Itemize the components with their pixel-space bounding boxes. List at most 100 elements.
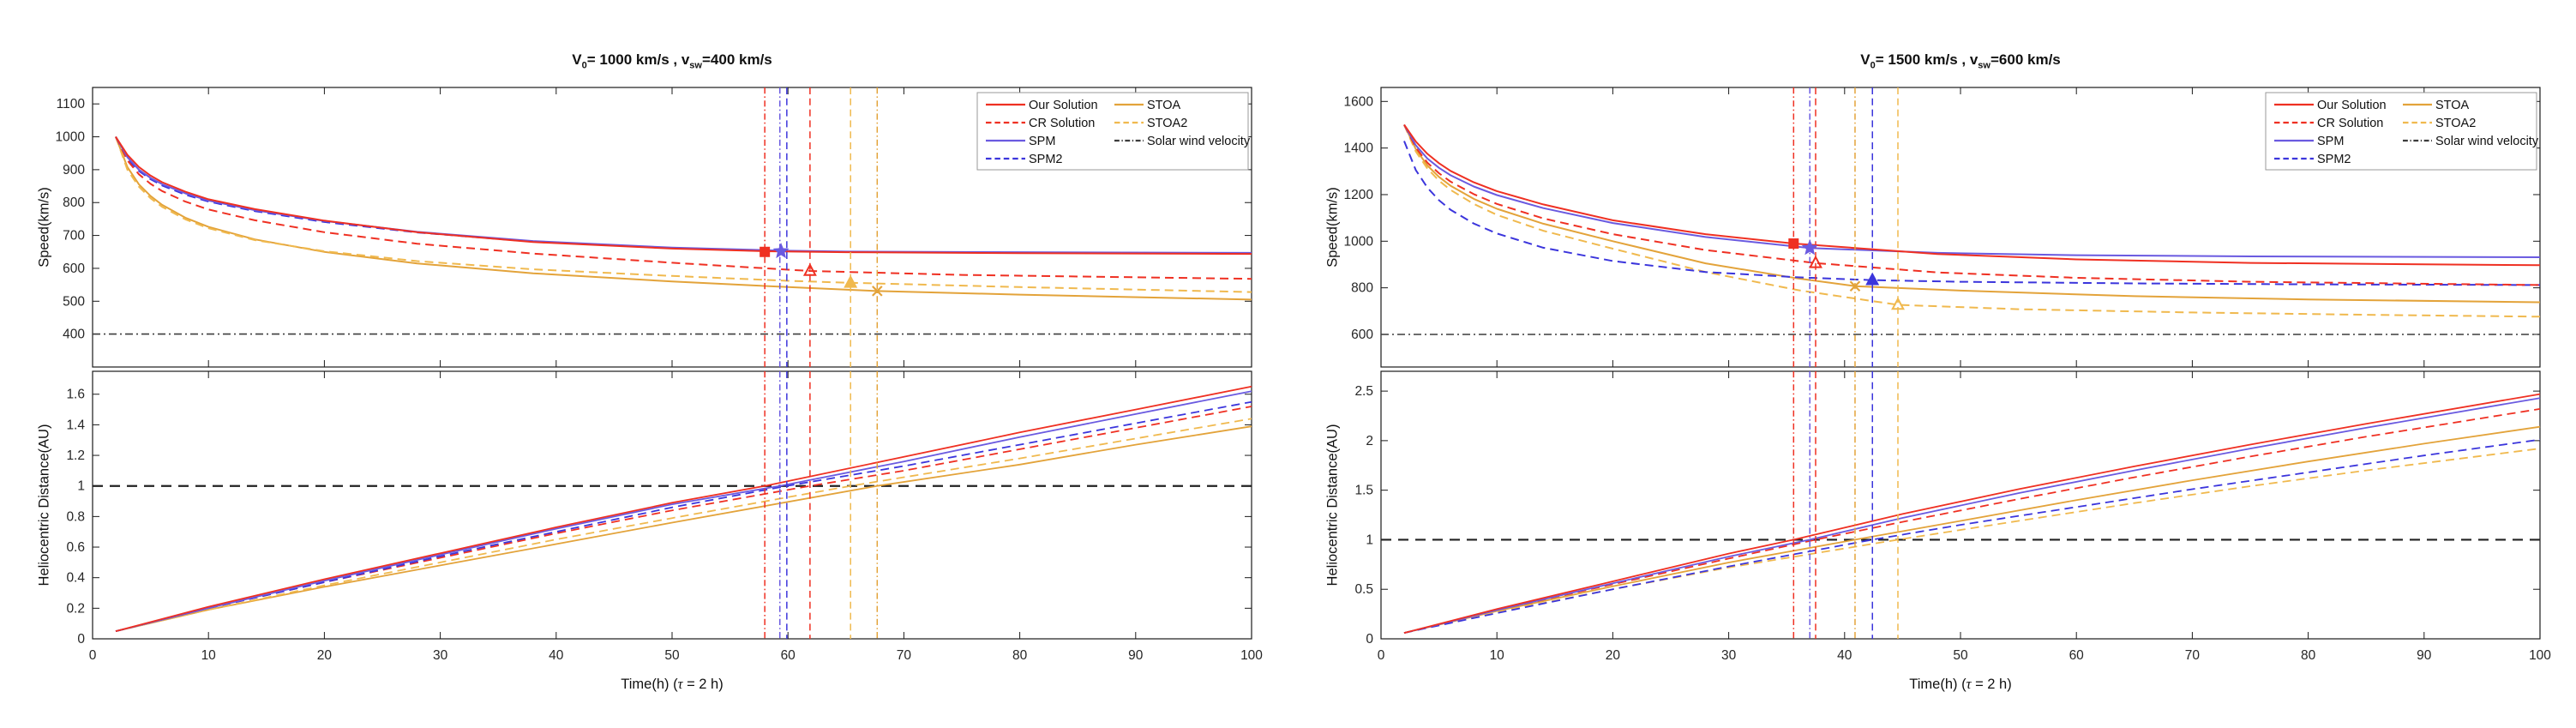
x-tick-label: 100	[1240, 648, 1263, 663]
xlabel-tau: τ	[677, 676, 683, 692]
y-tick-label: 0	[1366, 632, 1373, 647]
y-tick-label: 0.8	[66, 509, 85, 524]
arrival-marker-triangle	[1809, 255, 1822, 268]
legend: Our Solution CR Solution SPM SPM2 STOA STOA2 S…	[976, 92, 1251, 171]
series-our-solution-line	[115, 135, 1252, 256]
y-tick-label: 1.4	[66, 418, 85, 432]
series-spm-line	[1403, 124, 2541, 258]
x-tick-label: 80	[1012, 648, 1028, 663]
title-sub-sw: sw	[1978, 60, 1991, 71]
y-tick-label: 800	[1351, 281, 1373, 296]
x-tick-label: 70	[897, 648, 912, 663]
legend-label-cr-solution: CR Solution	[1029, 117, 1095, 130]
legend-label-spm: SPM	[1029, 135, 1055, 148]
xlabel-pre: Time(h) (	[621, 677, 678, 692]
top-subplot: 600 800 1000 1200 1400 1600	[1344, 87, 2541, 368]
speed-axis-label: Speed(km/s)	[1324, 187, 1341, 268]
y-tick-label: 1.2	[66, 448, 85, 463]
x-tick-label: 60	[2069, 648, 2085, 663]
series-cr-solution-line	[115, 136, 1252, 280]
xlabel-post: = 2 h)	[1971, 677, 2012, 692]
bottom-subplot: 0 10 20 30 40 50 60 70 80 90 100 0 0.2 0.4 0.6 0.8 1 1.2 1…	[66, 370, 1263, 663]
y-tick-label: 800	[63, 196, 85, 210]
time-axis-label: Time(h) (τ = 2 h)	[1381, 676, 2540, 693]
series-spm-line	[1403, 397, 2541, 634]
x-tick-label: 50	[1953, 648, 1968, 663]
arrival-marker-triangle	[844, 274, 858, 288]
arrival-marker-triangle	[1891, 297, 1905, 310]
arrival-marker-star	[1801, 239, 1818, 256]
xlabel-post: = 2 h)	[682, 677, 724, 692]
legend-label-stoa2: STOA2	[2435, 117, 2476, 130]
x-tick-label: 0	[1378, 648, 1385, 663]
y-tick-label: 1100	[57, 97, 86, 111]
x-tick-label: 90	[2417, 648, 2432, 663]
x-tick-label: 10	[1490, 648, 1505, 663]
arrival-marker-square	[1788, 238, 1799, 250]
series-stoa2-line	[1403, 124, 2541, 318]
x-tick-label: 20	[317, 648, 333, 663]
x-tick-label: 0	[89, 648, 97, 663]
y-tick-label: 700	[63, 229, 85, 244]
legend-label-stoa: STOA	[1147, 99, 1181, 112]
x-tick-label: 40	[549, 648, 564, 663]
y-tick-label: 1.5	[1354, 484, 1373, 498]
chart-title-left: V0= 1000 km/s , vsw=400 km/s	[93, 51, 1252, 70]
title-text: V	[572, 51, 582, 68]
legend-label-cr-solution: CR Solution	[2317, 117, 2383, 130]
series-our-solution-line	[1403, 123, 2541, 267]
y-tick-label: 2.5	[1354, 384, 1373, 399]
distance-axis-label: Heliocentric Distance(AU)	[1324, 424, 1341, 587]
y-tick-label: 600	[1351, 328, 1373, 342]
y-tick-label: 0.5	[1354, 582, 1373, 597]
series-stoa2-line	[115, 418, 1252, 632]
x-tick-label: 90	[1128, 648, 1144, 663]
legend-label-stoa: STOA	[2435, 99, 2470, 112]
title-text: = 1000 km/s , v	[586, 51, 690, 68]
x-tick-label: 60	[781, 648, 796, 663]
title-sub-sw: sw	[689, 60, 702, 71]
series-cr-solution-line	[115, 406, 1252, 632]
series-spm-line	[115, 390, 1252, 632]
x-tick-label: 10	[201, 648, 217, 663]
y-tick-label: 400	[63, 328, 85, 342]
series-spm2-line	[1403, 141, 2541, 286]
series-spm2-line	[1403, 438, 2541, 634]
arrival-marker-x	[1849, 280, 1861, 292]
x-tick-label: 30	[1721, 648, 1737, 663]
bottom-subplot: 0 10 20 30 40 50 60 70 80 90 100 0 0.5 1 1.5 2 2.5	[1354, 370, 2551, 663]
x-tick-label: 80	[2301, 648, 2316, 663]
series-stoa2-line	[1403, 448, 2541, 634]
series-spm2-line	[115, 400, 1252, 632]
y-tick-label: 600	[63, 262, 85, 276]
arrival-marker-x	[872, 286, 883, 297]
xlabel-pre: Time(h) (	[1909, 677, 1967, 692]
legend-label-our-solution: Our Solution	[2317, 99, 2387, 112]
y-tick-label: 1.6	[66, 388, 85, 402]
panel-left: 400 500 600 700 800 900 1000 1100 0 10 20 30 40 50 60 7…	[37, 51, 1264, 692]
series-cr-solution-line	[1403, 124, 2541, 286]
y-tick-label: 1400	[1344, 141, 1374, 156]
series-our-solution-line	[115, 385, 1252, 632]
series-our-solution-line	[1403, 393, 2541, 634]
legend-label-spm2: SPM2	[2317, 153, 2351, 166]
y-tick-label: 500	[63, 294, 85, 309]
title-text: =400 km/s	[701, 51, 772, 68]
y-tick-label: 1	[1366, 532, 1373, 547]
legend-label-spm: SPM	[2317, 135, 2344, 148]
y-tick-label: 0.2	[66, 601, 85, 616]
x-tick-label: 70	[2185, 648, 2201, 663]
series-stoa-line	[115, 425, 1252, 632]
series-cr-solution-line	[1403, 408, 2541, 634]
arrival-marker-triangle	[802, 262, 817, 276]
title-text: = 1500 km/s , v	[1875, 51, 1979, 68]
panel-right: 600 800 1000 1200 1400 1600 0 10 20 30 40 50 60 70 80 9…	[1288, 0, 2576, 728]
legend-label-stoa2: STOA2	[1147, 117, 1187, 130]
y-tick-label: 0.4	[66, 571, 85, 586]
legend-label-solar-wind-velocity: Solar wind velocity	[1147, 135, 1251, 148]
title-sub-0: 0	[1870, 60, 1876, 71]
y-tick-label: 2	[1366, 434, 1373, 448]
